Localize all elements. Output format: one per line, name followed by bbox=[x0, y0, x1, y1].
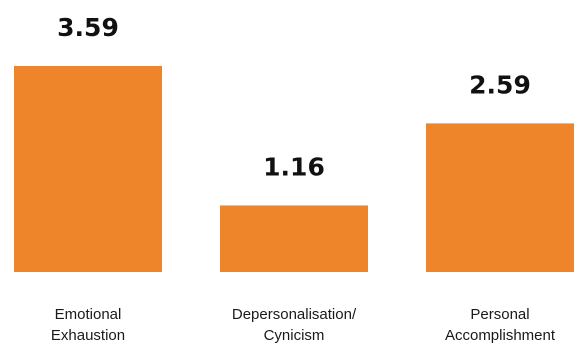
category-label-depersonalisation-cynicism: Depersonalisation/Cynicism bbox=[232, 306, 357, 344]
category-label-line: Cynicism bbox=[264, 327, 325, 344]
value-labels-group: 3.59 1.16 2.59 bbox=[57, 13, 531, 181]
category-labels-group: Emotional Exhaustion Depersonalisation/Cyn… bbox=[51, 306, 556, 344]
category-label-emotional-exhaustion: Emotional Exhaustion bbox=[51, 306, 125, 344]
bar-emotional-exhaustion bbox=[14, 66, 162, 272]
category-label-line: Exhaustion bbox=[51, 327, 125, 344]
category-label-line: Depersonalisation/ bbox=[232, 306, 357, 323]
category-label-personal-accomplishment: Personal Accomplishment bbox=[445, 306, 556, 344]
bar-personal-accomplishment bbox=[426, 123, 574, 272]
bar-depersonalisation-cynicism bbox=[220, 205, 368, 272]
category-label-line: Emotional bbox=[55, 306, 122, 323]
category-label-line: Personal bbox=[470, 306, 529, 323]
value-label-emotional-exhaustion: 3.59 bbox=[57, 13, 119, 42]
category-label-line: Accomplishment bbox=[445, 327, 556, 344]
value-label-depersonalisation-cynicism: 1.16 bbox=[263, 152, 325, 181]
value-label-personal-accomplishment: 2.59 bbox=[469, 70, 531, 99]
bars-group bbox=[14, 66, 574, 272]
